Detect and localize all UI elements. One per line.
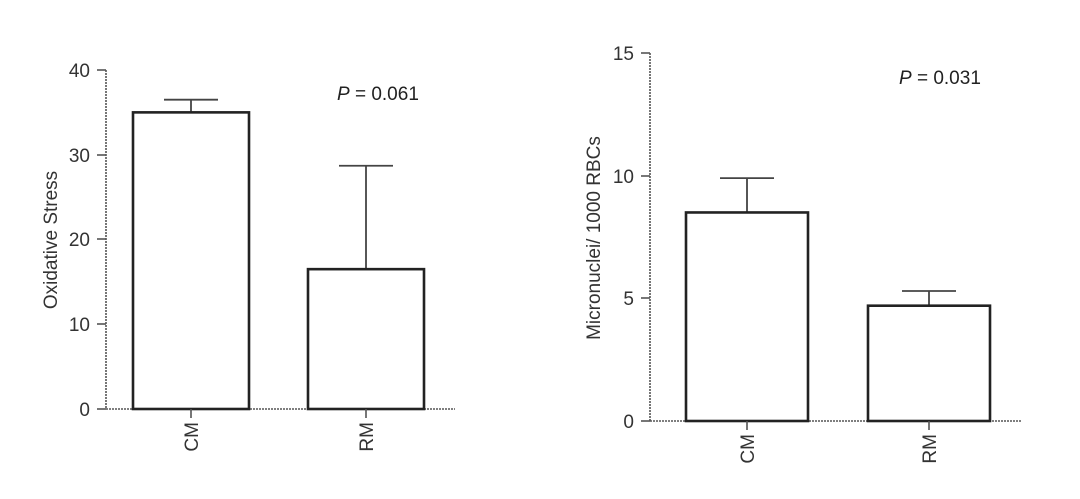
y-tick-label: 10 xyxy=(613,167,634,188)
y-tick-30: 30 xyxy=(69,146,106,167)
p-symbol: P xyxy=(337,84,350,105)
bar-cm xyxy=(131,111,251,411)
y-tick-label: 0 xyxy=(79,400,90,421)
y-tick-5: 5 xyxy=(623,289,650,310)
x-tick-label-cm: CM xyxy=(738,434,759,464)
y-tick-0: 0 xyxy=(623,412,650,433)
y-tick-label: 15 xyxy=(613,44,634,65)
y-tick-10: 10 xyxy=(613,167,650,188)
y-tick-label: 0 xyxy=(623,412,634,433)
y-axis-label: Oxidative Stress xyxy=(41,171,62,309)
y-tick-10: 10 xyxy=(69,315,106,336)
bar-rm xyxy=(306,267,426,411)
p-value-annotation: P = 0.061 xyxy=(337,84,419,105)
chart-micronuclei: Micronuclei/ 1000 RBCs 0 5 10 15 CM RM xyxy=(584,44,1022,464)
y-tick-label: 40 xyxy=(69,61,90,82)
chart-oxidative-stress: Oxidative Stress 0 10 20 30 40 xyxy=(41,61,455,452)
p-value: = 0.061 xyxy=(350,84,419,105)
y-tick-label: 20 xyxy=(69,230,90,251)
y-tick-20: 20 xyxy=(69,230,106,251)
x-tick-label-rm: RM xyxy=(920,434,941,464)
x-tick-label-cm: CM xyxy=(182,422,203,452)
y-axis-label: Micronuclei/ 1000 RBCs xyxy=(584,136,605,340)
y-tick-label: 30 xyxy=(69,146,90,167)
p-value-annotation: P = 0.031 xyxy=(899,68,981,89)
y-tick-label: 5 xyxy=(623,289,634,310)
y-tick-0: 0 xyxy=(79,400,106,421)
y-tick-15: 15 xyxy=(613,44,650,65)
p-symbol: P xyxy=(899,68,912,89)
y-tick-label: 10 xyxy=(69,315,90,336)
p-value: = 0.031 xyxy=(912,68,981,89)
bar-cm xyxy=(684,211,810,423)
y-tick-40: 40 xyxy=(69,61,106,82)
bar-rm xyxy=(866,304,992,423)
x-tick-label-rm: RM xyxy=(357,422,378,452)
